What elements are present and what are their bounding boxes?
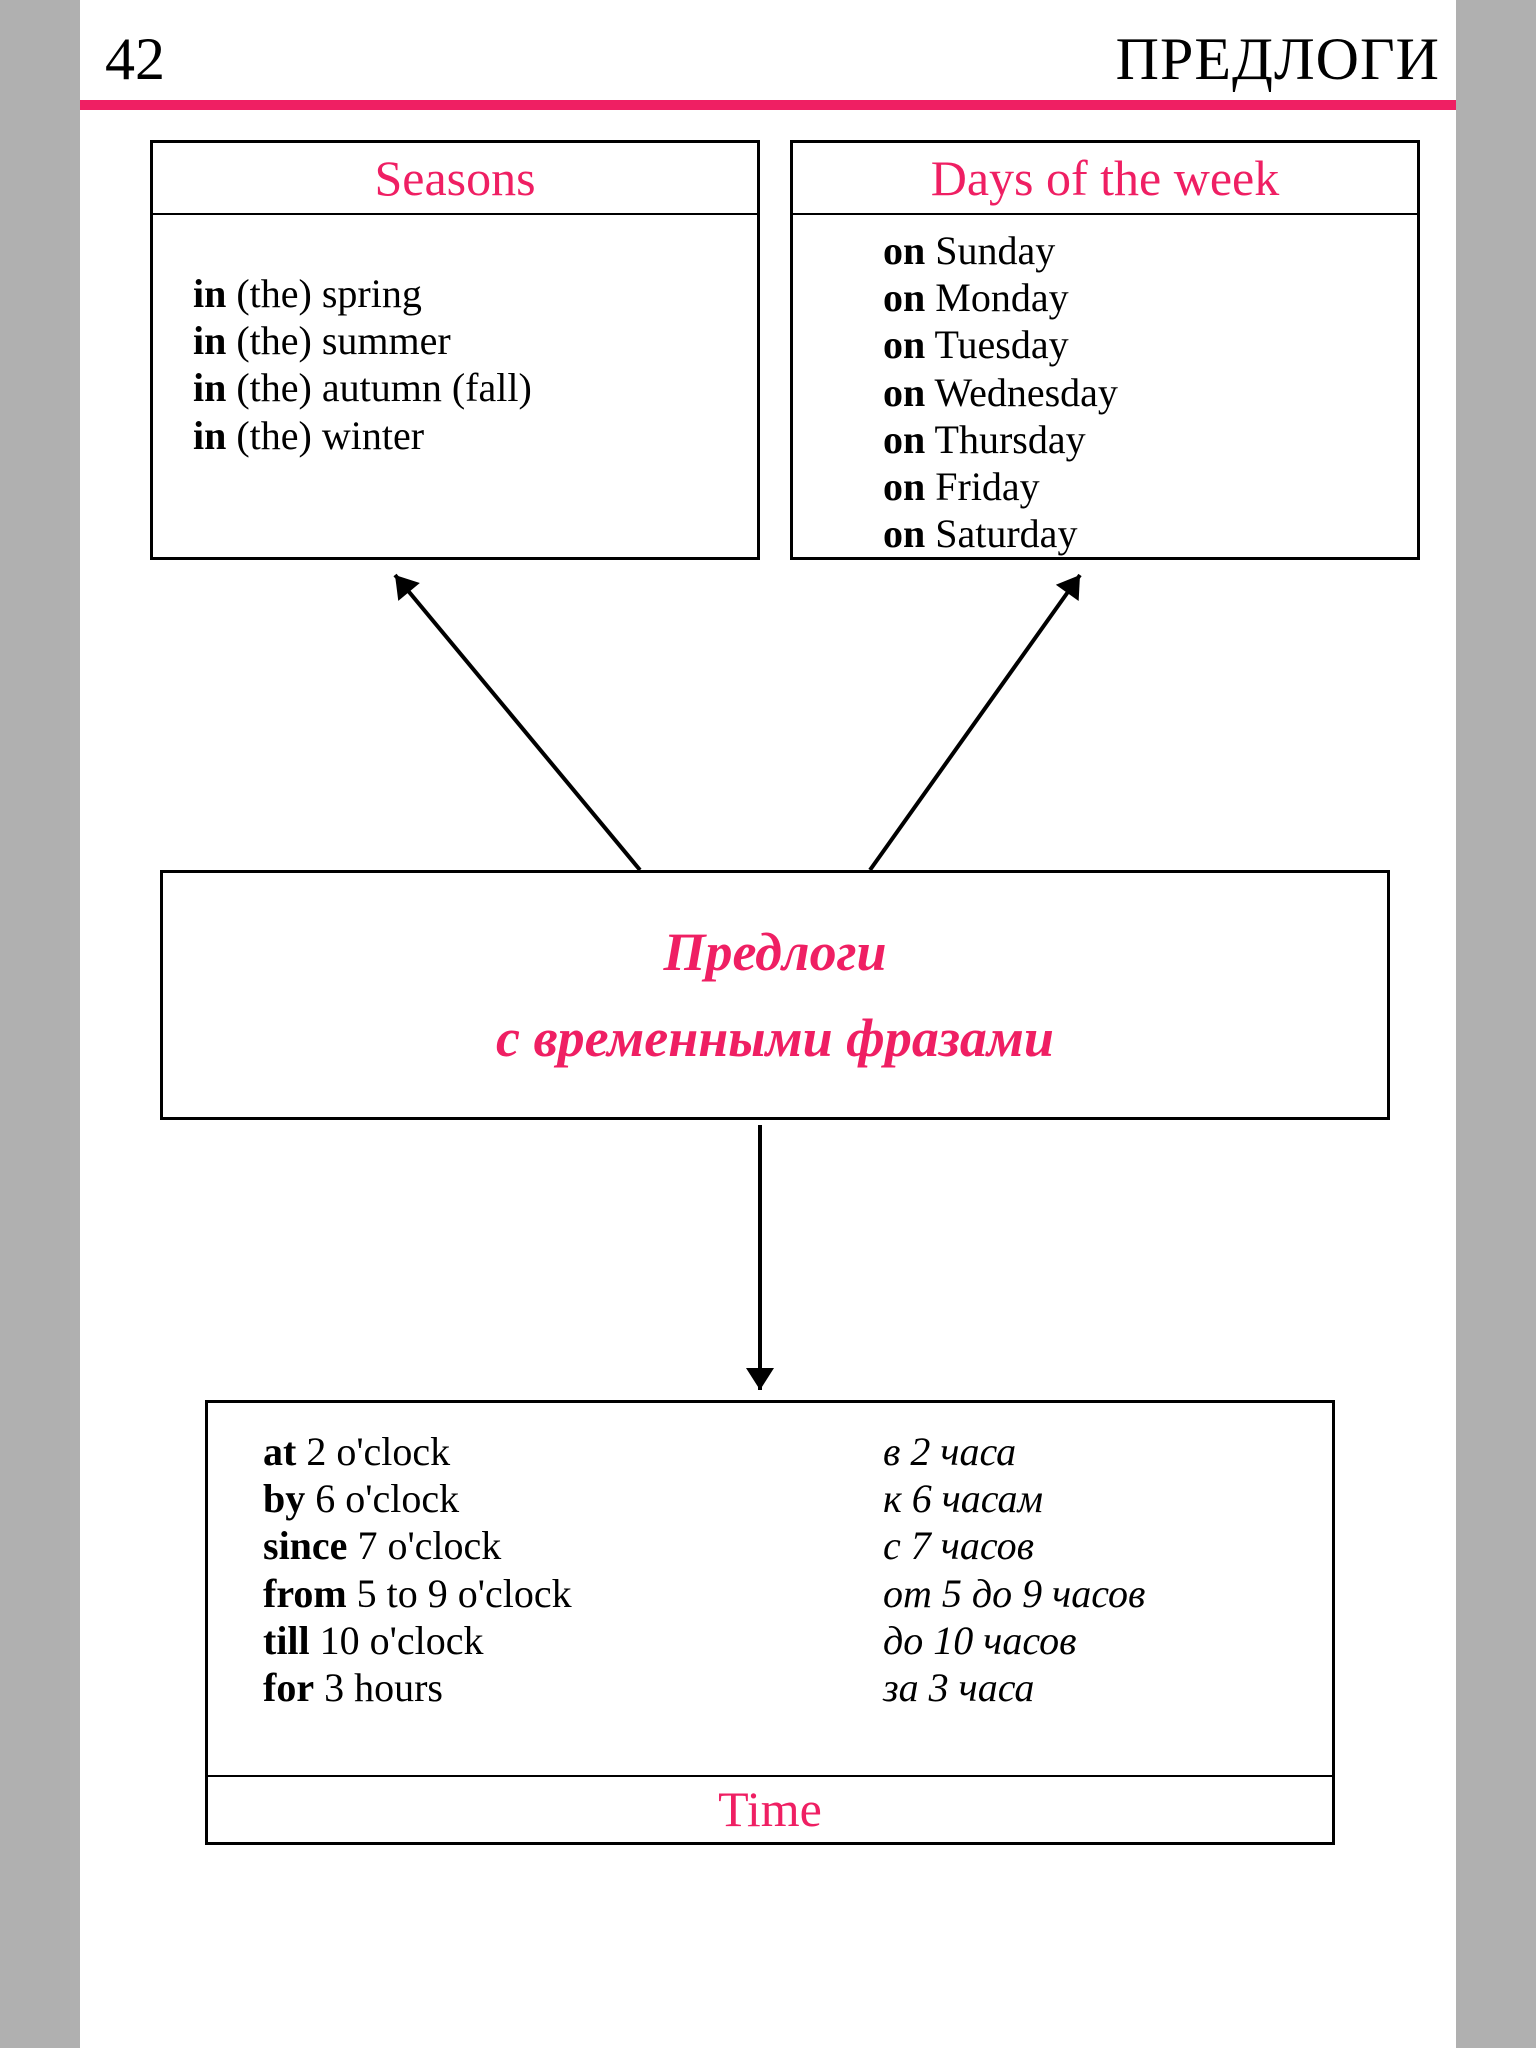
time-ru: до 10 часов — [883, 1617, 1076, 1664]
header-rule — [80, 100, 1456, 110]
box-seasons: Seasons in (the) springin (the) summerin… — [150, 140, 760, 560]
time-ru: от 5 до 9 часов — [883, 1570, 1145, 1617]
seasons-item: in (the) summer — [193, 317, 747, 364]
time-row: at 2 o'clock в 2 часа — [263, 1428, 1312, 1475]
days-item: on Wednesday — [883, 369, 1407, 416]
time-ru: за 3 часа — [883, 1664, 1034, 1711]
days-item: on Monday — [883, 274, 1407, 321]
box-days: Days of the week on Sundayon Mondayon Tu… — [790, 140, 1420, 560]
days-item: on Thursday — [883, 416, 1407, 463]
box-seasons-body: in (the) springin (the) summerin (the) a… — [153, 215, 757, 469]
time-en: till 10 o'clock — [263, 1618, 484, 1663]
box-days-title: Days of the week — [793, 143, 1417, 215]
time-en: from 5 to 9 o'clock — [263, 1571, 572, 1616]
box-time-body: at 2 o'clock в 2 часа by 6 o'clock к 6 часа… — [208, 1403, 1332, 1775]
days-item: on Saturday — [883, 510, 1407, 557]
time-ru: к 6 часам — [883, 1475, 1043, 1522]
seasons-item: in (the) autumn (fall) — [193, 364, 747, 411]
time-en: by 6 o'clock — [263, 1476, 459, 1521]
time-row: since 7 o'clock с 7 часов — [263, 1522, 1312, 1569]
central-title-line2: с временными фразами — [496, 995, 1054, 1081]
time-ru: с 7 часов — [883, 1522, 1034, 1569]
days-item: on Friday — [883, 463, 1407, 510]
box-central: Предлоги с временными фразами — [160, 870, 1390, 1120]
time-en: for 3 hours — [263, 1665, 443, 1710]
time-ru: в 2 часа — [883, 1428, 1016, 1475]
time-row: by 6 o'clock к 6 часам — [263, 1475, 1312, 1522]
box-time: at 2 o'clock в 2 часа by 6 o'clock к 6 часа… — [205, 1400, 1335, 1845]
days-item: on Tuesday — [883, 321, 1407, 368]
box-time-title: Time — [208, 1775, 1332, 1842]
page: 42 ПРЕДЛОГИ Seasons in (the) springin (t… — [0, 0, 1536, 2048]
box-seasons-title: Seasons — [153, 143, 757, 215]
central-title-line1: Предлоги — [663, 909, 886, 995]
time-row: from 5 to 9 o'clock от 5 до 9 часов — [263, 1570, 1312, 1617]
days-item: on Sunday — [883, 227, 1407, 274]
time-row: for 3 hours за 3 часа — [263, 1664, 1312, 1711]
seasons-item: in (the) spring — [193, 270, 747, 317]
seasons-item: in (the) winter — [193, 412, 747, 459]
time-en: at 2 o'clock — [263, 1429, 450, 1474]
header-title: ПРЕДЛОГИ — [1116, 25, 1440, 94]
page-number: 42 — [105, 25, 165, 94]
box-days-body: on Sundayon Mondayon Tuesdayon Wednesday… — [793, 215, 1417, 567]
time-row: till 10 o'clock до 10 часов — [263, 1617, 1312, 1664]
time-en: since 7 o'clock — [263, 1523, 501, 1568]
